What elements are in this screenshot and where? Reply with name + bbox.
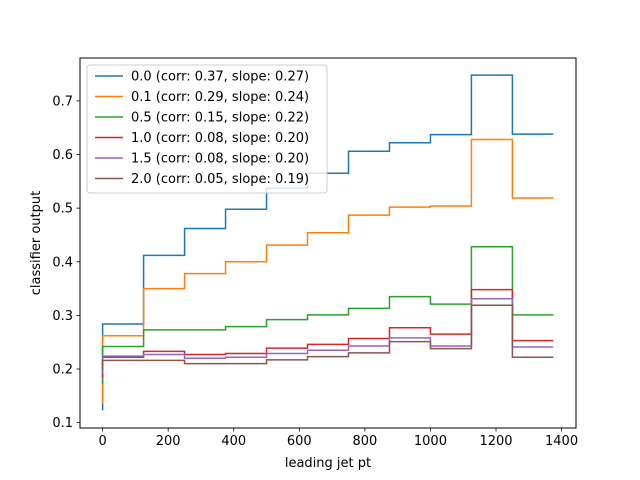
y-tick-label: 0.1 xyxy=(52,416,73,431)
y-tick-label: 0.4 xyxy=(52,255,73,270)
series-line-1 xyxy=(101,138,554,404)
x-axis: 0 200 400 600 800 1000 1200 1400 xyxy=(98,428,578,449)
plot-frame xyxy=(79,57,577,429)
series-layer xyxy=(101,74,554,411)
y-axis-label: classifier output xyxy=(29,191,44,295)
x-tick-label: 800 xyxy=(352,434,377,449)
series-line-2 xyxy=(101,246,554,385)
x-tick-label: 1400 xyxy=(545,434,578,449)
y-tick-label: 0.5 xyxy=(52,202,73,217)
x-tick-label: 600 xyxy=(287,434,312,449)
x-tick-label: 0 xyxy=(98,434,106,449)
legend-label-0: 0.0 (corr: 0.37, slope: 0.27) xyxy=(131,70,309,85)
y-tick-label: 0.3 xyxy=(52,309,73,324)
x-tick-label: 1200 xyxy=(479,434,512,449)
legend-label-2: 0.5 (corr: 0.15, slope: 0.22) xyxy=(131,111,309,126)
x-tick-label: 400 xyxy=(221,434,246,449)
y-tick-label: 0.7 xyxy=(52,94,73,109)
y-tick-label: 0.2 xyxy=(52,363,73,378)
legend-box xyxy=(86,64,328,194)
series-line-5 xyxy=(101,304,554,371)
x-axis-label: leading jet pt xyxy=(285,456,371,471)
y-axis: 0.1 0.2 0.3 0.4 0.5 0.6 0.7 xyxy=(52,94,80,431)
x-tick-label: 200 xyxy=(156,434,181,449)
y-tick-label: 0.6 xyxy=(52,148,73,163)
legend-label-5: 2.0 (corr: 0.05, slope: 0.19) xyxy=(131,172,309,187)
legend-label-1: 0.1 (corr: 0.29, slope: 0.24) xyxy=(131,90,309,105)
legend-label-4: 1.5 (corr: 0.08, slope: 0.20) xyxy=(131,152,309,167)
x-tick-label: 1000 xyxy=(414,434,447,449)
legend-label-3: 1.0 (corr: 0.08, slope: 0.20) xyxy=(131,131,309,146)
legend: 0.0 (corr: 0.37, slope: 0.27) 0.1 (corr: … xyxy=(86,64,328,194)
